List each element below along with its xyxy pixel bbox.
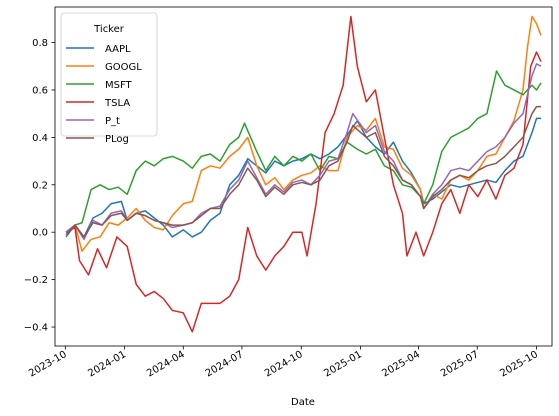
series-line-msft <box>65 70 542 233</box>
legend-label: P_t <box>105 116 120 127</box>
legend-title: Ticker <box>93 24 125 35</box>
legend-label: GOOGL <box>105 62 142 73</box>
plot-area <box>54 6 553 347</box>
series-line-plog <box>65 105 542 238</box>
y-tick-label: 0.8 <box>32 38 48 49</box>
legend-entries: AAPL GOOGL MSFT TSLA P_t PLog <box>66 44 142 145</box>
y-tick-label: 0.6 <box>32 85 48 96</box>
y-tick-label: 0.2 <box>32 180 48 191</box>
legend-label: MSFT <box>105 80 133 91</box>
y-axis: −0.4 −0.2 0.0 0.2 0.4 0.6 0.8 <box>24 38 55 334</box>
series-line-tsla <box>65 15 542 333</box>
series-layer <box>65 15 542 333</box>
y-tick-label: 0.4 <box>32 133 48 144</box>
legend-label: TSLA <box>104 98 130 109</box>
y-tick-label: −0.2 <box>24 275 48 286</box>
y-tick-label: 0.0 <box>32 228 48 239</box>
legend-label: AAPL <box>105 44 131 55</box>
legend-box <box>60 12 158 137</box>
axes-frame <box>54 6 553 347</box>
legend-label: PLog <box>105 134 129 145</box>
y-tick-label: −0.4 <box>24 323 48 334</box>
x-axis-label: Date <box>291 397 315 408</box>
legend: Ticker AAPL GOOGL MSFT TSLA P_t PLog <box>60 12 158 145</box>
